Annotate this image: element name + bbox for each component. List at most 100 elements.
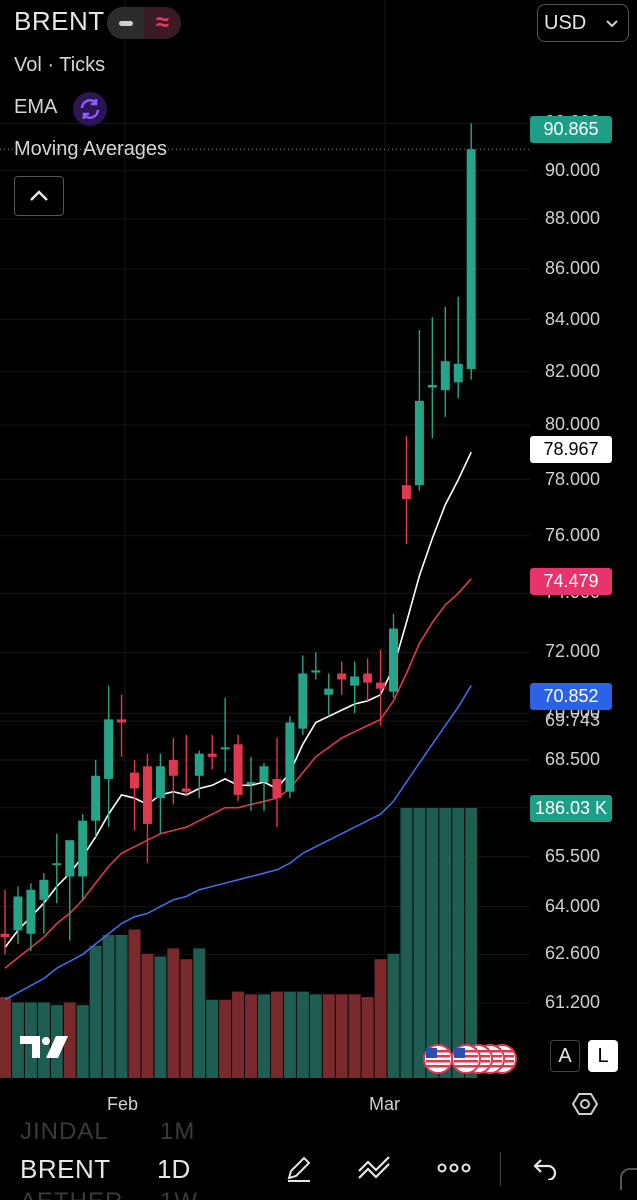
price-axis-label: 69.743 [545, 710, 601, 731]
ghost-timeframe-above: 1M [160, 1118, 196, 1145]
candle-body [324, 688, 334, 695]
candle-body [130, 772, 139, 789]
price-chart[interactable] [0, 0, 637, 1120]
candle-body [181, 788, 191, 792]
ema-slow-tag: 70.852 [530, 683, 612, 710]
candle-body [104, 719, 114, 779]
chevron-up-icon [30, 190, 48, 201]
line-toggle-icon[interactable] [107, 7, 144, 39]
tradingview-logo [20, 1036, 68, 1058]
volume-bar [0, 997, 11, 1078]
candle-body [233, 744, 243, 795]
settings-hex-icon[interactable] [572, 1092, 598, 1116]
candle-body [0, 933, 10, 938]
ghost-symbol-above: JINDAL [20, 1118, 109, 1145]
chevron-down-icon [606, 15, 618, 31]
price-axis-label: 76.000 [545, 524, 601, 545]
volume-bar [322, 994, 335, 1078]
volume-bar [193, 948, 206, 1078]
candle-body [78, 820, 88, 877]
volume-bar [154, 956, 167, 1078]
flag-icons[interactable] [422, 1042, 522, 1076]
indicator-moving-averages[interactable]: Moving Averages [14, 138, 168, 160]
volume-bar [232, 991, 245, 1078]
candle-body [220, 747, 230, 750]
volume-bar [63, 1002, 76, 1078]
flag-stripe [426, 1060, 450, 1063]
volume-bar [89, 945, 102, 1078]
redo-icon-partial[interactable] [620, 1168, 637, 1190]
price-axis-label: 82.000 [545, 360, 601, 381]
price-axis-label: 90.000 [545, 159, 601, 180]
candle-body [298, 673, 308, 729]
currency-select[interactable]: USD [537, 4, 629, 42]
price-axis-label: 64.000 [545, 895, 601, 916]
price-axis-label: 88.000 [545, 208, 601, 229]
volume-bar [167, 948, 180, 1078]
date-feb: Feb [107, 1094, 139, 1114]
timeframe-picker[interactable]: 1D [157, 1154, 191, 1184]
candle-body [259, 766, 269, 783]
collapse-indicators-button[interactable] [14, 176, 64, 216]
volume-bar [465, 808, 478, 1078]
candle-body [453, 363, 463, 383]
candle-body [155, 766, 165, 799]
candle-body [272, 778, 282, 799]
flag-stripe [454, 1065, 478, 1068]
drawing-tools-icon[interactable] [356, 1150, 392, 1186]
candle-body [440, 361, 450, 391]
auto-scale-button[interactable]: A [550, 1040, 580, 1072]
volume-bar [245, 994, 258, 1078]
pencil-icon[interactable] [281, 1150, 317, 1186]
volume-bar [413, 808, 426, 1078]
symbol-picker[interactable]: BRENT [20, 1154, 111, 1184]
indicator-ema[interactable]: EMA [14, 96, 58, 118]
more-icon[interactable] [436, 1150, 472, 1186]
undo-icon[interactable] [527, 1150, 563, 1186]
volume-bar [11, 1002, 24, 1078]
volume-bar [270, 991, 283, 1078]
flag-stripe [454, 1050, 478, 1053]
volume-bar [335, 994, 348, 1078]
price-axis-label: 84.000 [545, 308, 601, 329]
candle-body [168, 759, 178, 776]
candle-body [246, 782, 256, 785]
volume-bar [296, 991, 309, 1078]
log-scale-button[interactable]: L [588, 1040, 618, 1072]
volume-bar [102, 934, 115, 1078]
price-axis-label: 78.000 [545, 468, 601, 489]
volume-bar [452, 808, 465, 1078]
volume-tag: 186.03 K [530, 795, 612, 822]
volume-bar [374, 959, 387, 1078]
indicator-vol[interactable]: Vol · Ticks [14, 54, 106, 76]
candle-body [285, 722, 295, 792]
refresh-icon[interactable] [73, 92, 107, 126]
ghost-symbol-below: AETHER [20, 1188, 123, 1200]
ema-fast-tag: 78.967 [530, 436, 612, 463]
volume-bar [309, 994, 322, 1078]
ema-mid-tag: 74.479 [530, 568, 612, 595]
ema-slow-line [4, 685, 472, 1001]
candle-body [142, 766, 152, 824]
ghost-timeframe-below: 1W [160, 1188, 198, 1200]
candle-body [65, 840, 75, 877]
volume-bar [387, 953, 400, 1078]
symbol-title[interactable]: BRENT [14, 6, 105, 36]
currency-value: USD [544, 11, 587, 34]
price-axis-label: 72.000 [545, 641, 601, 662]
ema-mid-line [4, 578, 472, 969]
wave-toggle-icon[interactable]: ≈ [144, 7, 181, 39]
candle-body [414, 400, 424, 486]
flag-stripe [454, 1060, 478, 1063]
candle-body [337, 673, 347, 680]
price-axis-label: 61.200 [545, 992, 601, 1013]
volume-bar [361, 997, 374, 1078]
candle-body [39, 879, 49, 900]
date-mar: Mar [369, 1094, 400, 1114]
flag-stripe [426, 1050, 450, 1053]
volume-bar [76, 1005, 89, 1078]
price-axis-label: 65.500 [545, 845, 601, 866]
chart-type-toggle[interactable]: ≈ [107, 7, 181, 39]
candle-body [401, 485, 411, 500]
price-axis-label: 62.600 [545, 943, 601, 964]
